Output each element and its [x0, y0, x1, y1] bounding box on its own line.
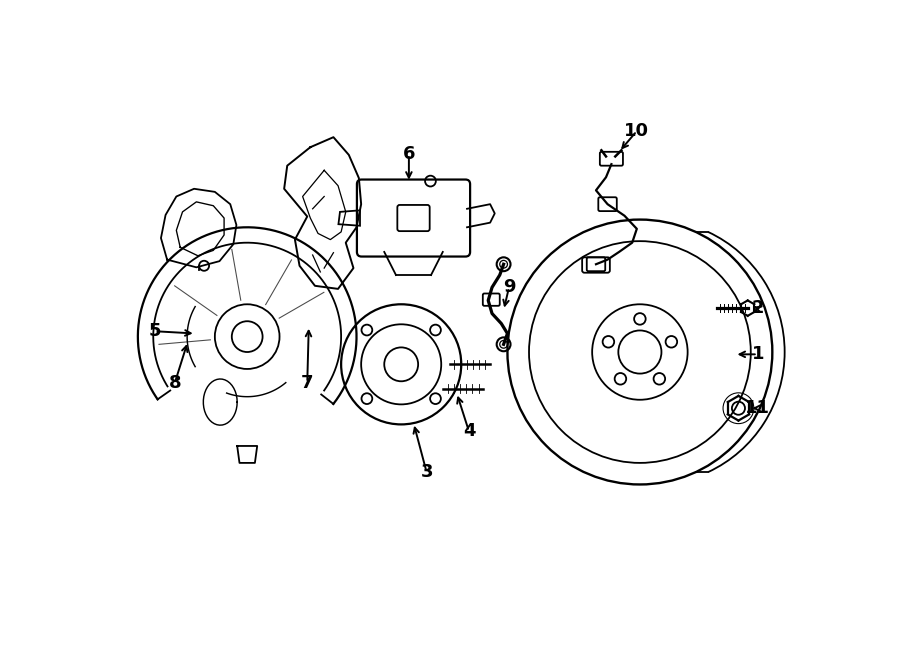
Text: 6: 6 — [402, 145, 415, 163]
Text: 8: 8 — [168, 374, 181, 392]
Text: 5: 5 — [148, 322, 161, 340]
Text: 4: 4 — [463, 422, 475, 440]
Text: 3: 3 — [420, 463, 433, 481]
Text: 10: 10 — [625, 122, 649, 140]
Text: 2: 2 — [752, 299, 764, 317]
Text: 7: 7 — [301, 374, 313, 392]
Text: 1: 1 — [752, 346, 764, 363]
Text: 9: 9 — [503, 278, 515, 297]
Text: 11: 11 — [745, 399, 770, 417]
